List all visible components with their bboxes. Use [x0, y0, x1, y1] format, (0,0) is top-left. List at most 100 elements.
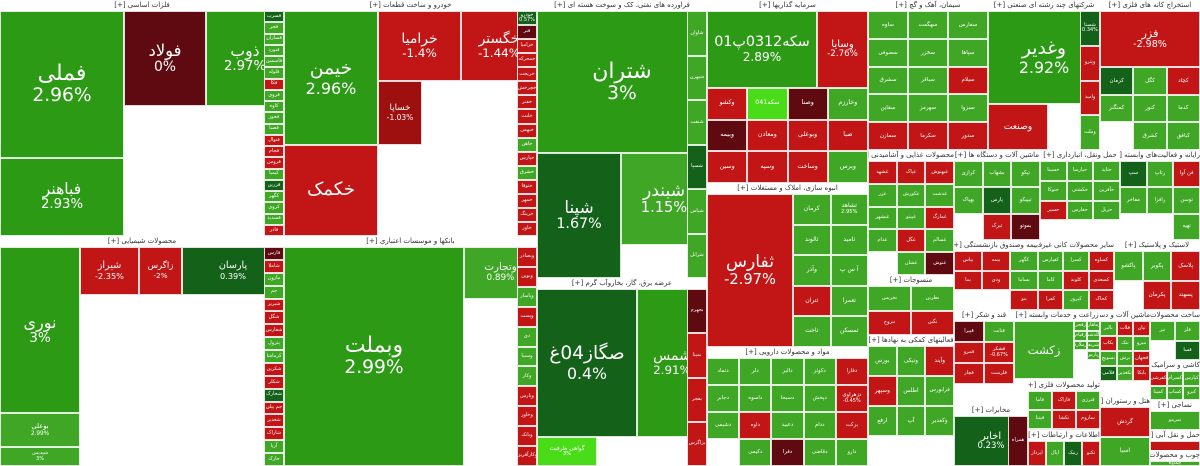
stock-tile[interactable]: بتک [1116, 336, 1134, 351]
stock-tile[interactable]: ونوین [517, 266, 537, 287]
stock-tile[interactable]: خرینگ [517, 207, 537, 222]
stock-tile[interactable]: سهرمز [908, 94, 948, 123]
stock-tile[interactable]: جم پیلن [264, 401, 284, 415]
stock-tile[interactable]: پلاسک [1171, 251, 1200, 281]
stock-tile[interactable]: زقیام [1074, 330, 1087, 341]
stock-tile[interactable]: زکشت [1014, 321, 1074, 379]
stock-tile[interactable]: فسرب [264, 11, 284, 23]
stock-tile[interactable]: نگین [911, 310, 954, 335]
stock-tile[interactable]: شگل [264, 311, 284, 325]
stock-tile[interactable]: ثشاهد 2.95% [830, 194, 868, 225]
stock-tile[interactable]: بالبر [1100, 321, 1117, 336]
stock-tile[interactable]: فلات [1116, 321, 1134, 336]
stock-tile[interactable]: بمپنا [687, 333, 707, 378]
stock-tile[interactable]: کاوه [264, 101, 284, 113]
stock-tile[interactable]: وآذر [793, 255, 831, 286]
stock-tile[interactable]: تهیه [1173, 213, 1200, 240]
stock-tile[interactable]: قمرو [954, 342, 984, 363]
stock-tile[interactable]: فرابورس [925, 376, 954, 406]
stock-tile[interactable]: تیان [1133, 321, 1150, 336]
stock-tile[interactable]: فروس [264, 157, 284, 169]
stock-tile[interactable]: مفاخر [1120, 187, 1147, 214]
stock-tile[interactable]: بموتو [1011, 213, 1040, 240]
stock-tile[interactable]: فسازان [264, 33, 284, 45]
stock-tile[interactable]: خزامیا [517, 39, 537, 54]
stock-tile[interactable]: دسبحا [771, 385, 804, 412]
stock-tile[interactable]: سصوفی [868, 38, 908, 67]
stock-tile[interactable]: کدما [1166, 94, 1200, 123]
stock-tile[interactable]: وملت [1080, 115, 1100, 150]
stock-tile[interactable]: پکویر [1142, 251, 1172, 281]
stock-tile[interactable]: دفارا [835, 358, 868, 385]
stock-tile[interactable]: زملارد [1074, 340, 1087, 351]
stock-tile[interactable]: بساما [1010, 270, 1038, 291]
stock-tile[interactable]: تکشا [1052, 409, 1076, 429]
stock-tile[interactable]: اپرداز [1028, 441, 1046, 466]
stock-tile[interactable]: فپنتا [1028, 409, 1052, 429]
stock-tile[interactable]: خچرخش [517, 81, 537, 96]
stock-tile[interactable]: زاگرس -2% [139, 247, 182, 295]
stock-tile[interactable]: وپارس [517, 386, 537, 407]
stock-tile[interactable]: وسایا -2.76% [817, 11, 868, 88]
stock-tile[interactable]: کسرا [1063, 251, 1089, 271]
stock-tile[interactable]: فکا [264, 78, 284, 90]
stock-tile[interactable]: دفرا [771, 439, 804, 466]
stock-tile[interactable]: وصنا [787, 88, 828, 120]
stock-tile[interactable]: وساخت [787, 151, 828, 183]
stock-tile[interactable]: کرمان [793, 194, 831, 225]
stock-tile[interactable]: سبزوا [948, 94, 988, 123]
stock-tile[interactable]: نمرینو [1150, 411, 1200, 430]
stock-tile[interactable]: خراميا -1.4% [378, 11, 461, 81]
stock-tile[interactable]: وکار [517, 366, 537, 387]
stock-tile[interactable]: تکنو [1082, 441, 1100, 466]
stock-tile[interactable]: خودرو 0.57% [517, 11, 537, 26]
stock-tile[interactable]: کشرق [1133, 122, 1167, 150]
stock-tile[interactable]: حسیر [1040, 200, 1067, 221]
stock-tile[interactable]: وکغدیر [925, 406, 954, 436]
stock-tile[interactable]: خپارس [517, 151, 537, 166]
stock-tile[interactable]: وسین [707, 151, 748, 183]
stock-tile[interactable]: شخارک [264, 388, 284, 402]
stock-tile[interactable]: بپاس [954, 251, 982, 271]
stock-tile[interactable]: بزاگرس [687, 421, 707, 466]
stock-tile[interactable]: دی [517, 326, 537, 347]
stock-tile[interactable]: کچاد [1166, 67, 1200, 95]
stock-tile[interactable]: وپست [517, 306, 537, 327]
stock-tile[interactable]: وخاور [517, 406, 537, 427]
stock-tile[interactable]: ومعادن [747, 119, 788, 152]
stock-tile[interactable]: خشرق [517, 165, 537, 180]
stock-tile[interactable]: فزرین [264, 179, 284, 191]
stock-tile[interactable]: غدشت [925, 183, 954, 207]
stock-tile[interactable]: تکغدیر [1116, 366, 1134, 381]
stock-tile[interactable]: غگل [896, 229, 926, 253]
stock-tile[interactable]: کروی [264, 202, 284, 214]
stock-tile[interactable]: داسوه [739, 385, 772, 412]
stock-tile[interactable]: بشهاب [982, 161, 1012, 188]
stock-tile[interactable]: شفارس [264, 324, 284, 338]
stock-tile[interactable]: بیمه [982, 251, 1010, 271]
stock-tile[interactable]: فلامی [1100, 366, 1117, 381]
stock-tile[interactable]: وخارزم [827, 88, 868, 120]
stock-tile[interactable]: رافزا [1146, 187, 1174, 214]
stock-tile[interactable]: وسپهر [868, 376, 897, 406]
stock-tile[interactable]: شبریز [264, 298, 284, 312]
stock-tile[interactable]: غدام [868, 229, 897, 253]
stock-tile[interactable]: فنوال [264, 134, 284, 146]
stock-tile[interactable]: دکوثر [803, 358, 836, 385]
stock-tile[interactable]: فجهان [1133, 351, 1150, 366]
stock-tile[interactable]: قلرست [984, 363, 1014, 384]
stock-tile[interactable]: خکمک [284, 145, 378, 236]
stock-tile[interactable]: نوری 3% [0, 247, 80, 413]
stock-tile[interactable]: شتران 3% [537, 11, 707, 153]
stock-tile[interactable]: دعبید [771, 412, 804, 439]
stock-tile[interactable]: حفارس [1066, 200, 1094, 221]
stock-tile[interactable]: فصبا [264, 123, 284, 135]
stock-tile[interactable]: شاراک [264, 427, 284, 441]
stock-tile[interactable]: فنرژی [1076, 391, 1100, 410]
stock-tile[interactable]: اپال [1046, 441, 1064, 466]
stock-tile[interactable]: کبرو [1183, 385, 1200, 400]
stock-tile[interactable]: وبرس [827, 151, 868, 183]
stock-tile[interactable]: فاسمین [264, 56, 284, 68]
stock-tile[interactable]: آ س پ [830, 255, 868, 286]
stock-tile[interactable]: سهگمت [908, 11, 948, 39]
